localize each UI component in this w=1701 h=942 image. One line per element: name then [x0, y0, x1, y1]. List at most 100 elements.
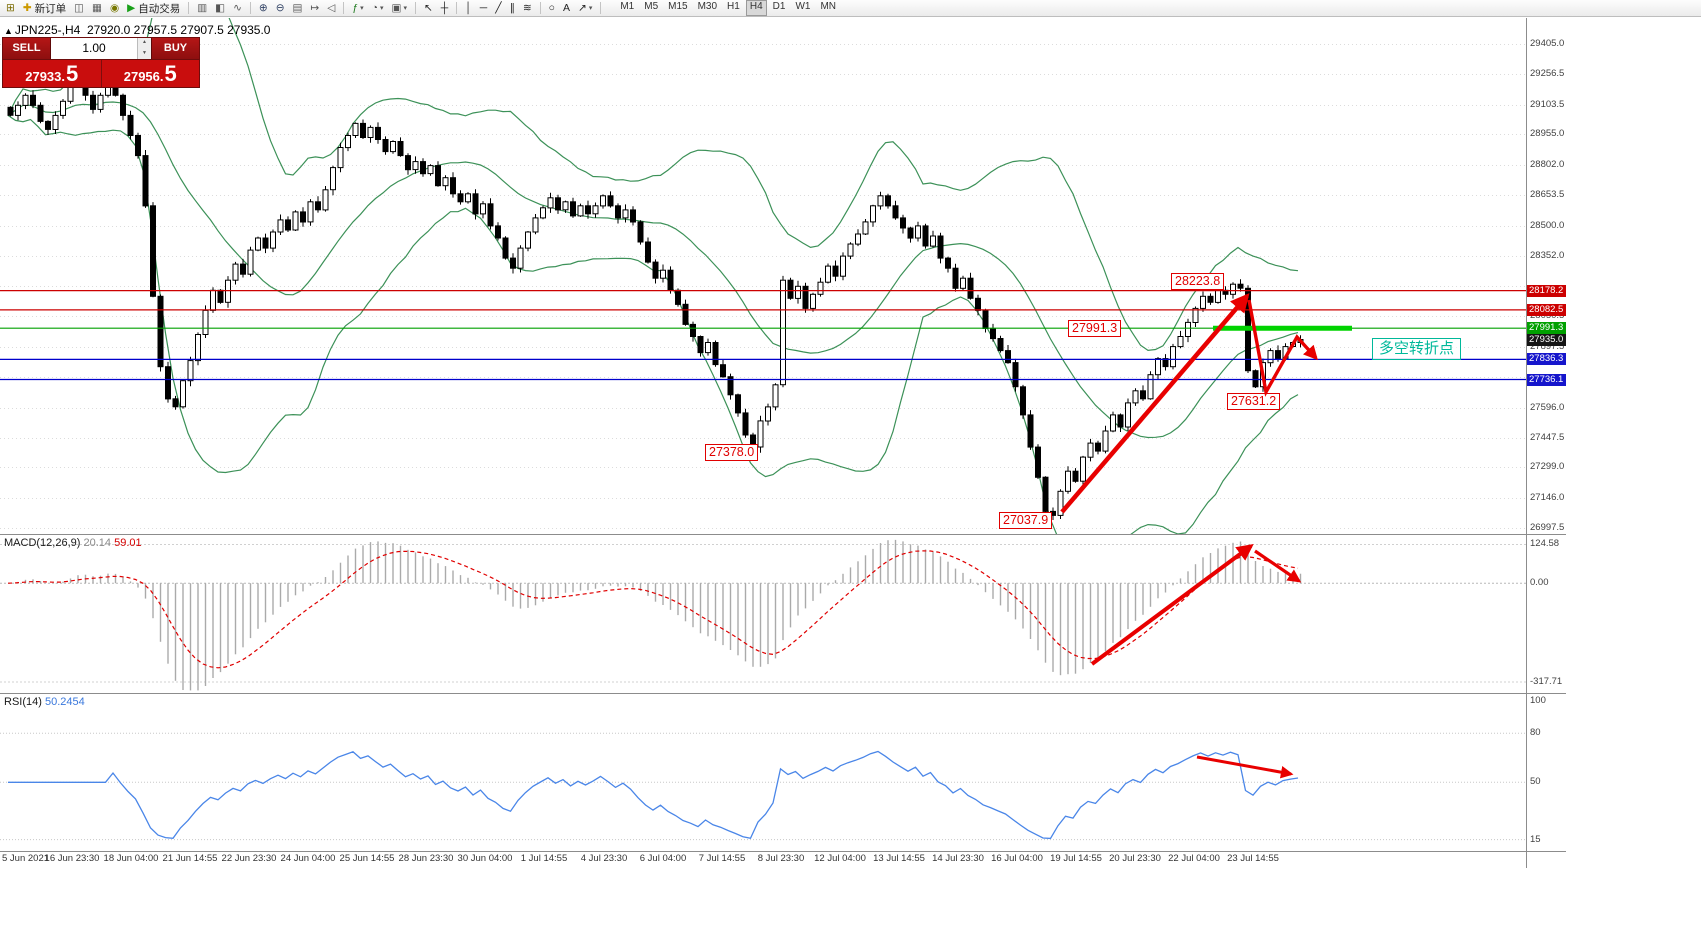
templates-icon[interactable]: ▣ ▾: [389, 1, 410, 16]
volume-stepper[interactable]: ▲ ▼: [137, 38, 151, 59]
price-axis-label: 27447.5: [1530, 432, 1565, 443]
time-axis-label[interactable]: 12 Jul 04:00: [814, 853, 866, 864]
candlestick-chart-icon[interactable]: ◧: [212, 1, 228, 16]
time-axis-label[interactable]: 18 Jun 04:00: [103, 853, 159, 864]
time-axis-label[interactable]: 28 Jun 23:30: [398, 853, 454, 864]
time-axis-label[interactable]: 20 Jul 23:30: [1109, 853, 1161, 864]
timeframe-W1[interactable]: W1: [795, 1, 811, 12]
sell-button[interactable]: SELL: [3, 38, 50, 59]
timeframe-M15[interactable]: M15: [668, 1, 688, 12]
rsi-indicator-plot[interactable]: [0, 694, 1526, 851]
time-axis-label[interactable]: 30 Jun 04:00: [457, 853, 513, 864]
zoom-out-icon[interactable]: ⊖: [273, 1, 288, 16]
alerts-icon[interactable]: ◉: [107, 1, 122, 16]
equidistant-channel-icon[interactable]: ∥: [507, 1, 518, 16]
main-chart-plot[interactable]: [0, 18, 1526, 534]
time-axis-label[interactable]: 14 Jul 23:30: [932, 853, 984, 864]
price-axis-badge: 28178.2: [1527, 285, 1566, 297]
time-axis-label[interactable]: 19 Jul 14:55: [1050, 853, 1102, 864]
time-axis-label[interactable]: 13 Jul 14:55: [873, 853, 925, 864]
chart-windows-icon[interactable]: ◫: [71, 1, 87, 16]
shapes-icon[interactable]: ○: [546, 1, 558, 16]
price-axis-label: 29103.5: [1530, 99, 1565, 110]
time-axis-label[interactable]: 22 Jun 23:30: [221, 853, 277, 864]
tile-windows-icon[interactable]: ▤: [290, 1, 306, 16]
toolbar-separator: [188, 2, 190, 14]
timeframe-H4[interactable]: H4: [745, 0, 767, 16]
sell-price[interactable]: 27933. 5: [3, 60, 102, 87]
price-callout-label[interactable]: 28223.8: [1171, 273, 1225, 290]
macd-indicator-plot[interactable]: [0, 535, 1526, 692]
price-axis-badge: 27935.0: [1527, 334, 1566, 346]
time-axis-label[interactable]: 7 Jul 14:55: [698, 853, 746, 864]
timeframe-M5[interactable]: M5: [644, 1, 659, 12]
volume-value[interactable]: 1.00: [82, 41, 106, 55]
price-callout-label[interactable]: 27037.9: [999, 512, 1053, 529]
timeframe-M1[interactable]: M1: [620, 1, 635, 12]
timeframe-M30[interactable]: M30: [697, 1, 718, 12]
indicators-icon: ƒ: [352, 1, 359, 14]
price-callout-label[interactable]: 27378.0: [705, 444, 759, 461]
price-callout-label[interactable]: 27991.3: [1068, 320, 1122, 337]
time-axis-label[interactable]: 16 Jul 04:00: [991, 853, 1043, 864]
time-axis-label[interactable]: 23 Jul 14:55: [1227, 853, 1279, 864]
pane-divider-macd[interactable]: [0, 534, 1566, 535]
horizontal-line-icon[interactable]: ─: [477, 1, 490, 16]
toolbar: ⊞ ✚ 新订单 ◫ ▦ ◉ ▶ 自动交易 ▥ ◧ ∿ ⊕ ⊖ ▤ ↦ ◁ ƒ ▾ ◔ ▾ ▣ ▾ ↖ ┼ │ ─ ╱ ∥ ≋ ○ A ↗ ▾ M1…: [0, 0, 1701, 17]
time-axis-label[interactable]: 22 Jul 04:00: [1168, 853, 1220, 864]
time-axis-label[interactable]: 21 Jun 14:55: [162, 853, 218, 864]
vertical-line-icon[interactable]: │: [462, 1, 475, 16]
price-axis-label: 26997.5: [1530, 522, 1565, 533]
price-axis-label: 27897.5: [1530, 341, 1565, 352]
volume-down-icon[interactable]: ▼: [142, 49, 147, 56]
volume-up-icon[interactable]: ▲: [142, 39, 147, 45]
chevron-down-icon: ▾: [360, 5, 364, 12]
crosshair-icon[interactable]: ┼: [438, 1, 451, 16]
profiles-icon[interactable]: ▦: [89, 1, 105, 16]
zoom-in-icon[interactable]: ⊕: [256, 1, 271, 16]
macd-axis-label: 0.00: [1530, 577, 1549, 588]
indicators-icon[interactable]: ƒ ▾: [349, 1, 366, 16]
arrows-tool-icon[interactable]: ↗ ▾: [575, 1, 595, 16]
sell-price-main: 27933.: [25, 69, 65, 84]
cursor-icon[interactable]: ↖: [421, 1, 436, 16]
time-axis-label[interactable]: 16 Jun 23:30: [44, 853, 100, 864]
price-axis-badge: 28082.5: [1527, 304, 1566, 316]
time-axis-label[interactable]: 25 Jun 14:55: [339, 853, 395, 864]
auto-scroll-icon[interactable]: ↦: [307, 1, 322, 16]
price-axis-label: 27596.0: [1530, 402, 1565, 413]
time-axis-label[interactable]: 4 Jul 23:30: [580, 853, 628, 864]
bull-bear-turning-point-label[interactable]: 多空转折点: [1372, 338, 1462, 360]
rsi-label: RSI(14) 50.2454: [4, 696, 85, 708]
one-click-collapse-icon[interactable]: ▲: [4, 26, 13, 36]
volume-field[interactable]: 1.00 ▲ ▼: [50, 38, 152, 59]
line-chart-icon[interactable]: ∿: [230, 1, 245, 16]
new-order-button[interactable]: ✚ 新订单: [20, 1, 69, 16]
pane-divider-rsi[interactable]: [0, 693, 1566, 694]
periods-icon[interactable]: ◔ ▾: [369, 1, 387, 16]
time-axis-label[interactable]: 24 Jun 04:00: [280, 853, 336, 864]
trendline-icon[interactable]: ╱: [492, 1, 504, 16]
new-chart-icon: ⊞: [6, 1, 15, 14]
time-axis-label[interactable]: 6 Jul 04:00: [639, 853, 687, 864]
fibonacci-icon[interactable]: ≋: [520, 1, 535, 16]
buy-button[interactable]: BUY: [152, 38, 199, 59]
bar-chart-icon[interactable]: ▥: [194, 1, 210, 16]
timeframe-D1[interactable]: D1: [772, 1, 786, 12]
toolbar-separator: [600, 2, 602, 14]
macd-name: MACD(12,26,9): [4, 537, 81, 549]
time-axis-label[interactable]: 1 Jul 14:55: [520, 853, 568, 864]
timeframe-H1[interactable]: H1: [727, 1, 740, 12]
buy-price[interactable]: 27956. 5: [101, 60, 199, 87]
new-chart-icon[interactable]: ⊞: [3, 1, 18, 16]
chart-shift-icon[interactable]: ◁: [324, 1, 338, 16]
time-axis-label[interactable]: 5 Jun 2021: [2, 853, 50, 864]
zoom-in-icon: ⊕: [258, 1, 268, 14]
sell-price-big: 5: [66, 60, 79, 86]
chart-title-row: ▲ JPN225-,H4 27920.0 27957.5 27907.5 2793…: [4, 23, 270, 37]
autotrading-button[interactable]: ▶ 自动交易: [124, 1, 183, 16]
price-callout-label[interactable]: 27631.2: [1227, 393, 1281, 410]
text-tool-icon[interactable]: A: [560, 1, 573, 16]
time-axis-label[interactable]: 8 Jul 23:30: [757, 853, 805, 864]
timeframe-MN[interactable]: MN: [820, 1, 836, 12]
